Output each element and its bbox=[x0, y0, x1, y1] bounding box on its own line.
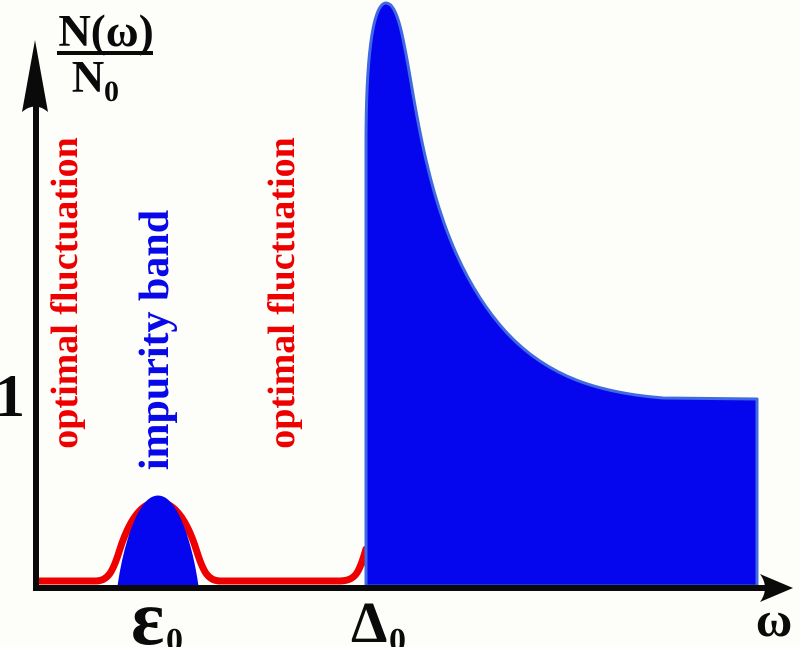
x-tick-label-epsilon0-base: ε bbox=[131, 574, 164, 647]
x-axis-arrow-icon bbox=[760, 574, 793, 602]
annotation-optimal-fluctuation-right: optimal fluctuation bbox=[261, 137, 303, 448]
x-tick-label-delta0-subscript: 0 bbox=[389, 622, 406, 647]
optimal-fluctuation-curve bbox=[36, 498, 370, 585]
annotation-optimal-fluctuation-left: optimal fluctuation bbox=[44, 137, 86, 448]
y-tick-label-1: 1 bbox=[0, 363, 25, 429]
x-axis-label-omega: ω bbox=[756, 591, 793, 647]
y-axis-label-denominator-subscript: 0 bbox=[104, 75, 119, 108]
y-axis-label-denominator: N bbox=[72, 52, 105, 102]
annotation-impurity-band: impurity band bbox=[132, 210, 178, 470]
impurity-band-area bbox=[117, 495, 199, 587]
main-band-area bbox=[364, 1, 759, 588]
x-tick-label-epsilon0-subscript: 0 bbox=[166, 622, 183, 647]
x-tick-label-delta0-base: Δ bbox=[351, 590, 387, 647]
y-axis-arrow-icon bbox=[22, 40, 48, 112]
y-axis-label-numerator: N(ω) bbox=[58, 6, 153, 56]
